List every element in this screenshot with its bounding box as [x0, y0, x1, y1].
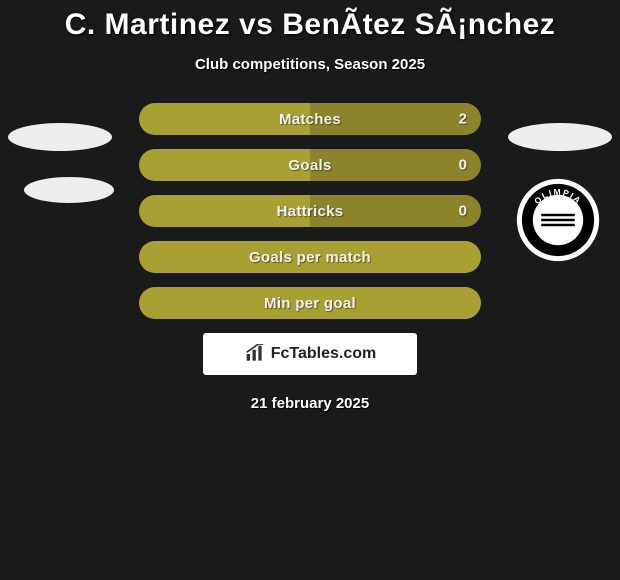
stat-value-right: 2	[459, 111, 467, 128]
olimpia-crest-icon: OLIMPIA	[516, 178, 600, 262]
stat-label: Goals	[288, 157, 331, 174]
watermark: FcTables.com	[203, 333, 417, 375]
stat-value-right: 0	[459, 203, 467, 220]
stat-label: Min per goal	[264, 295, 356, 312]
stat-label: Hattricks	[277, 203, 344, 220]
team-right-badge-2: OLIMPIA	[516, 178, 600, 262]
stat-row-hattricks: Hattricks 0	[139, 195, 481, 227]
stat-row-matches: Matches 2	[139, 103, 481, 135]
bar-chart-icon	[244, 344, 266, 364]
team-left-badge-2	[24, 177, 114, 203]
team-left-badge-1	[8, 123, 112, 151]
stat-row-goals-per-match: Goals per match	[139, 241, 481, 273]
stat-row-goals: Goals 0	[139, 149, 481, 181]
stat-row-min-per-goal: Min per goal	[139, 287, 481, 319]
stat-value-right: 0	[459, 157, 467, 174]
date-label: 21 february 2025	[0, 395, 620, 412]
subtitle: Club competitions, Season 2025	[0, 56, 620, 73]
page-title: C. Martinez vs BenÃ­tez SÃ¡nchez	[0, 0, 620, 42]
stat-label: Matches	[279, 111, 341, 128]
team-right-badge-1	[508, 123, 612, 151]
stat-label: Goals per match	[249, 249, 371, 266]
watermark-text: FcTables.com	[271, 345, 377, 363]
